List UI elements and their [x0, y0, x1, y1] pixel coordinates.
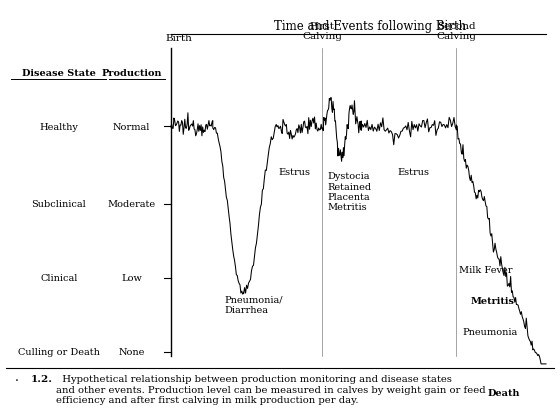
Text: Normal: Normal: [113, 122, 150, 131]
Text: Healthy: Healthy: [39, 122, 78, 131]
Text: Death: Death: [487, 388, 520, 397]
Text: Birth: Birth: [165, 34, 192, 43]
Text: None: None: [118, 347, 145, 356]
Text: Milk Fever: Milk Fever: [459, 265, 513, 274]
Text: Moderate: Moderate: [108, 200, 156, 209]
Text: Production: Production: [101, 69, 162, 78]
Text: Time and Events following Birth: Time and Events following Birth: [273, 20, 466, 33]
Text: Culling or Death: Culling or Death: [18, 347, 100, 356]
Text: Metritis: Metritis: [470, 296, 515, 305]
Text: Estrus: Estrus: [398, 168, 430, 177]
Text: Subclinical: Subclinical: [31, 200, 86, 209]
Text: 1.2.: 1.2.: [31, 374, 53, 383]
Text: ·: ·: [15, 374, 18, 387]
Text: Pneumonia/
Diarrhea: Pneumonia/ Diarrhea: [224, 294, 282, 314]
Text: Clinical: Clinical: [40, 274, 77, 283]
Text: Dystocia
Retained
Placenta
Metritis: Dystocia Retained Placenta Metritis: [328, 172, 372, 212]
Text: First
Calving: First Calving: [302, 22, 342, 41]
Text: Estrus: Estrus: [278, 168, 310, 177]
Text: Disease State: Disease State: [22, 69, 96, 78]
Text: Hypothetical relationship between production monitoring and disease states
and o: Hypothetical relationship between produc…: [56, 374, 486, 404]
Text: Low: Low: [121, 274, 142, 283]
Text: Second
Calving: Second Calving: [436, 22, 477, 41]
Text: Pneumonia: Pneumonia: [462, 327, 517, 336]
